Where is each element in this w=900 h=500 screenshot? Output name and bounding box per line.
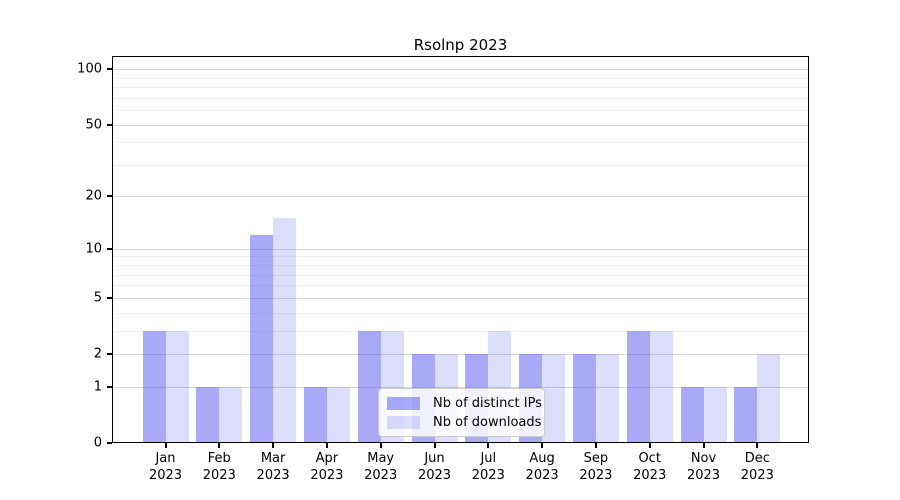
y-tick-10 [107, 247, 112, 250]
x-tick-label-may-2023: May 2023 [364, 451, 398, 483]
major-gridline-5 [112, 297, 809, 299]
minor-gridline-4 [112, 312, 809, 314]
x-tick-label-nov-2023: Nov 2023 [686, 451, 721, 483]
bar-apr-2023-downloads [326, 386, 350, 443]
x-tick-apr-2023 [325, 443, 328, 448]
x-tick-mar-2023 [272, 443, 275, 448]
x-tick-label-apr-2023: Apr 2023 [310, 451, 344, 483]
x-tick-feb-2023 [218, 443, 221, 448]
y-tick-label-2: 2 [93, 346, 102, 362]
major-gridline-2 [112, 354, 809, 355]
x-tick-jul-2023 [487, 443, 490, 448]
x-tick-label-mar-2023: Mar 2023 [256, 451, 290, 483]
x-tick-label-jan-2023: Jan 2023 [148, 451, 183, 483]
bar-mar-2023-ips [250, 235, 274, 443]
legend-swatch-distinct-ips [387, 397, 420, 410]
bar-oct-2023-ips [626, 330, 650, 443]
minor-gridline-30 [112, 164, 809, 166]
minor-gridline-90 [112, 77, 809, 79]
bar-mar-2023-downloads [273, 218, 297, 443]
bar-aug-2023-downloads [542, 354, 566, 443]
bar-sep-2023-downloads [595, 354, 619, 443]
x-tick-label-jul-2023: Jul 2023 [471, 451, 505, 483]
legend: Nb of distinct IPs Nb of downloads [378, 388, 545, 437]
y-tick-100 [107, 68, 112, 71]
x-tick-jun-2023 [433, 443, 436, 448]
y-tick-label-1: 1 [93, 379, 102, 395]
y-tick-0 [107, 442, 112, 444]
legend-item-distinct-ips: Nb of distinct IPs [387, 394, 544, 413]
minor-gridline-80 [112, 87, 809, 89]
legend-label-distinct-ips: Nb of distinct IPs [433, 396, 542, 411]
bar-jan-2023-ips [142, 330, 166, 443]
x-tick-jan-2023 [164, 443, 167, 448]
x-tick-label-oct-2023: Oct 2023 [633, 451, 667, 483]
bar-apr-2023-ips [303, 386, 327, 443]
x-tick-sep-2023 [594, 443, 597, 448]
x-tick-label-aug-2023: Aug 2023 [525, 451, 559, 483]
bar-nov-2023-downloads [703, 386, 727, 443]
major-gridline-10 [112, 248, 809, 250]
y-tick-label-100: 100 [77, 61, 102, 77]
x-tick-label-sep-2023: Sep 2023 [579, 451, 613, 483]
minor-gridline-6 [112, 285, 809, 287]
minor-gridline-40 [112, 142, 809, 144]
y-tick-label-0: 0 [93, 435, 102, 451]
legend-swatch-downloads [387, 416, 420, 429]
x-tick-oct-2023 [648, 443, 651, 448]
bar-dec-2023-ips [734, 386, 758, 443]
minor-gridline-7 [112, 274, 809, 276]
x-tick-nov-2023 [702, 443, 705, 448]
bar-jan-2023-downloads [165, 330, 189, 443]
bar-oct-2023-downloads [649, 330, 673, 443]
y-tick-50 [107, 123, 112, 126]
bar-nov-2023-ips [680, 386, 704, 443]
bar-may-2023-ips [357, 330, 381, 443]
y-tick-1 [107, 385, 112, 388]
major-gridline-100 [112, 69, 809, 71]
chart-title: Rsolnp 2023 [413, 36, 508, 54]
y-tick-label-5: 5 [93, 290, 102, 306]
minor-gridline-8 [112, 265, 809, 267]
minor-gridline-9 [112, 256, 809, 258]
minor-gridline-3 [112, 330, 809, 332]
x-tick-label-jun-2023: Jun 2023 [417, 451, 452, 483]
legend-item-downloads: Nb of downloads [387, 413, 544, 432]
y-tick-label-20: 20 [85, 188, 102, 204]
major-gridline-1 [112, 386, 809, 388]
x-tick-dec-2023 [756, 443, 759, 448]
x-tick-aug-2023 [541, 443, 544, 448]
y-tick-20 [107, 195, 112, 198]
y-tick-label-10: 10 [85, 241, 102, 257]
major-gridline-50 [112, 124, 809, 126]
y-tick-label-50: 50 [85, 117, 102, 133]
bar-dec-2023-downloads [757, 354, 781, 443]
plot-area [112, 56, 809, 443]
x-tick-label-dec-2023: Dec 2023 [740, 451, 774, 483]
legend-label-downloads: Nb of downloads [433, 415, 542, 430]
x-tick-may-2023 [379, 443, 382, 448]
bar-feb-2023-ips [196, 386, 220, 443]
y-tick-2 [107, 353, 112, 355]
major-gridline-20 [112, 196, 809, 198]
y-tick-5 [107, 296, 112, 299]
x-tick-label-feb-2023: Feb 2023 [202, 451, 236, 483]
bar-feb-2023-downloads [219, 386, 243, 443]
minor-gridline-70 [112, 97, 809, 99]
minor-gridline-60 [112, 110, 809, 112]
bar-sep-2023-ips [572, 354, 596, 443]
